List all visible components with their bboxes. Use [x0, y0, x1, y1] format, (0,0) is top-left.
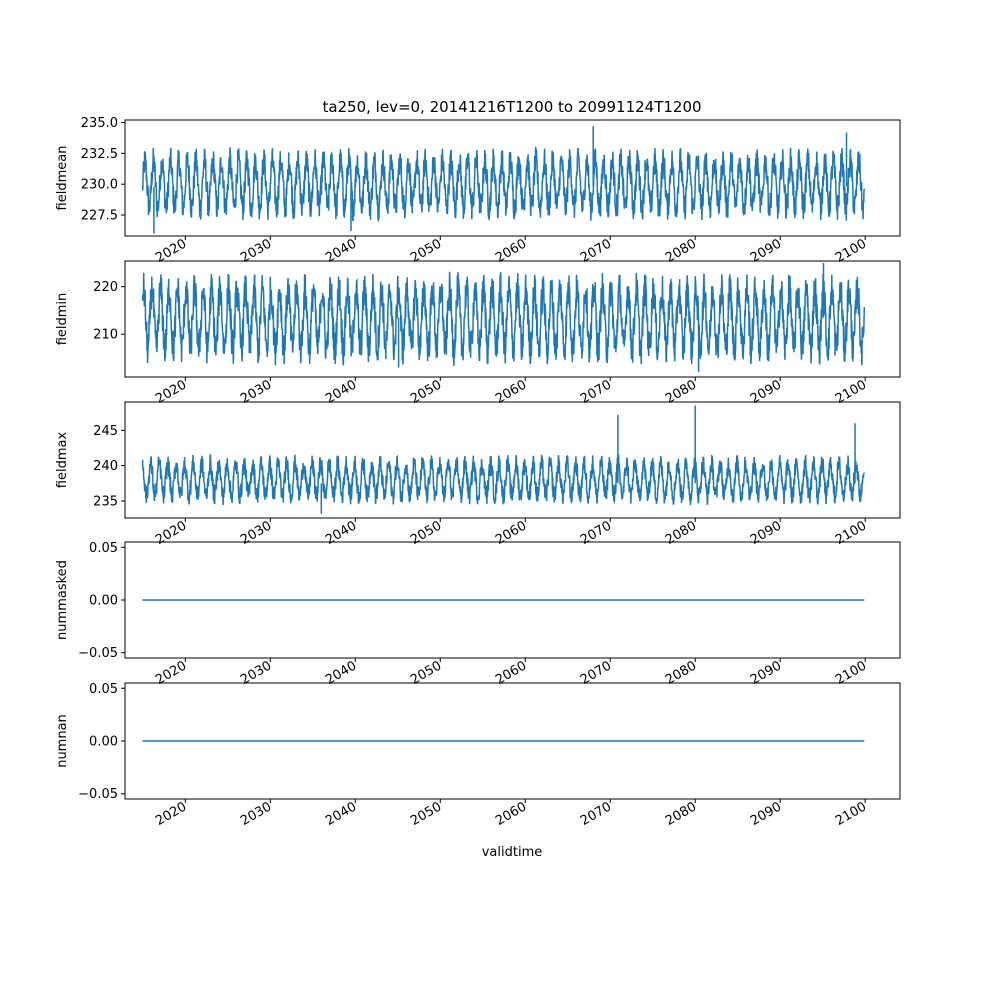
y-tick-label: 220	[93, 280, 118, 295]
x-tick-label: 2080	[663, 518, 699, 548]
x-tick-label: 2040	[323, 236, 359, 266]
x-tick-label: 2050	[408, 658, 444, 688]
x-tick-label: 2020	[153, 799, 189, 829]
x-tick-label: 2020	[153, 658, 189, 688]
axes-frame	[124, 401, 901, 519]
x-tick-label: 2030	[238, 236, 274, 266]
x-tick-label: 2030	[238, 658, 274, 688]
x-tick-label: 2080	[663, 236, 699, 266]
x-tick-label: 2090	[748, 236, 784, 266]
axes-frame	[124, 119, 901, 237]
x-tick-label: 2050	[408, 518, 444, 548]
subplot-fieldmean: 227.5 230.0 232.5 235.0 fieldmean 2020 2030 204…	[55, 116, 901, 266]
x-tick-label: 2100	[833, 236, 869, 266]
y-tick-label: 210	[93, 328, 118, 343]
x-tick-label: 2090	[748, 377, 784, 407]
x-tick-label: 2070	[578, 658, 614, 688]
x-tick-label: 2060	[493, 377, 529, 407]
subplot-nummasked: −0.05 0.00 0.05 nummasked 2020 2030 2040 2050 20…	[55, 541, 901, 688]
y-tick-label: −0.05	[78, 787, 118, 802]
x-tick-label: 2050	[408, 799, 444, 829]
x-tick-label: 2040	[323, 518, 359, 548]
x-tick-label: 2090	[748, 518, 784, 548]
y-tick-label: 0.05	[89, 541, 118, 556]
x-tick-label: 2050	[408, 236, 444, 266]
subplot-fieldmax: 235 240 245 fieldmax 2020 2030 2040 2050 2060 207…	[55, 401, 901, 548]
x-tick-label: 2060	[493, 658, 529, 688]
y-axis-label: fieldmin	[55, 293, 70, 346]
x-tick-label: 2060	[493, 518, 529, 548]
x-tick-label: 2090	[748, 658, 784, 688]
x-tick-label: 2030	[238, 377, 274, 407]
y-tick-label: 232.5	[81, 147, 118, 162]
y-axis-label: numnan	[55, 714, 70, 768]
series-line-fieldmean	[141, 126, 866, 234]
x-tick-label: 2020	[153, 518, 189, 548]
y-axis-label: fieldmax	[55, 432, 70, 489]
axes-frame	[124, 260, 901, 378]
x-tick-label: 2080	[663, 377, 699, 407]
x-tick-label: 2050	[408, 377, 444, 407]
x-tick-label: 2080	[663, 658, 699, 688]
x-tick-label: 2080	[663, 799, 699, 829]
series-line-fieldmax	[141, 405, 866, 514]
y-axis-label: nummasked	[55, 560, 70, 640]
series-line-fieldmin	[141, 262, 866, 373]
y-tick-label: 0.00	[89, 594, 118, 609]
x-tick-label: 2020	[153, 377, 189, 407]
x-tick-label: 2090	[748, 799, 784, 829]
x-tick-label: 2030	[238, 518, 274, 548]
x-tick-label: 2100	[833, 799, 869, 829]
x-tick-label: 2060	[493, 236, 529, 266]
x-tick-label: 2070	[578, 236, 614, 266]
x-tick-label: 2040	[323, 799, 359, 829]
y-tick-label: 240	[93, 459, 118, 474]
x-tick-label: 2030	[238, 799, 274, 829]
y-axis-label: fieldmean	[55, 146, 70, 211]
figure-title: ta250, lev=0, 20141216T1200 to 20991124T…	[322, 98, 701, 116]
subplot-fieldmin: 210 220 fieldmin 2020 2030 2040 2050 2060 2070 20…	[55, 260, 901, 407]
y-tick-label: −0.05	[78, 646, 118, 661]
x-axis-label: validtime	[482, 845, 543, 860]
x-tick-label: 2040	[323, 658, 359, 688]
y-tick-label: 227.5	[81, 209, 118, 224]
x-tick-label: 2070	[578, 799, 614, 829]
y-tick-label: 245	[93, 424, 118, 439]
x-tick-label: 2100	[833, 658, 869, 688]
y-tick-label: 235.0	[81, 116, 118, 131]
y-tick-label: 235	[93, 495, 118, 510]
x-tick-label: 2020	[153, 236, 189, 266]
x-tick-label: 2100	[833, 518, 869, 548]
subplot-numnan: −0.05 0.00 0.05 numnan 2020 2030 2040 2050 2060 2…	[55, 682, 901, 829]
x-tick-label: 2060	[493, 799, 529, 829]
y-tick-label: 0.05	[89, 682, 118, 697]
x-tick-label: 2100	[833, 377, 869, 407]
y-tick-label: 0.00	[89, 735, 118, 750]
x-tick-label: 2070	[578, 518, 614, 548]
x-tick-label: 2040	[323, 377, 359, 407]
subplots: 227.5 230.0 232.5 235.0 fieldmean 2020 2030 204…	[55, 116, 901, 829]
y-tick-label: 230.0	[81, 178, 118, 193]
x-tick-label: 2070	[578, 377, 614, 407]
